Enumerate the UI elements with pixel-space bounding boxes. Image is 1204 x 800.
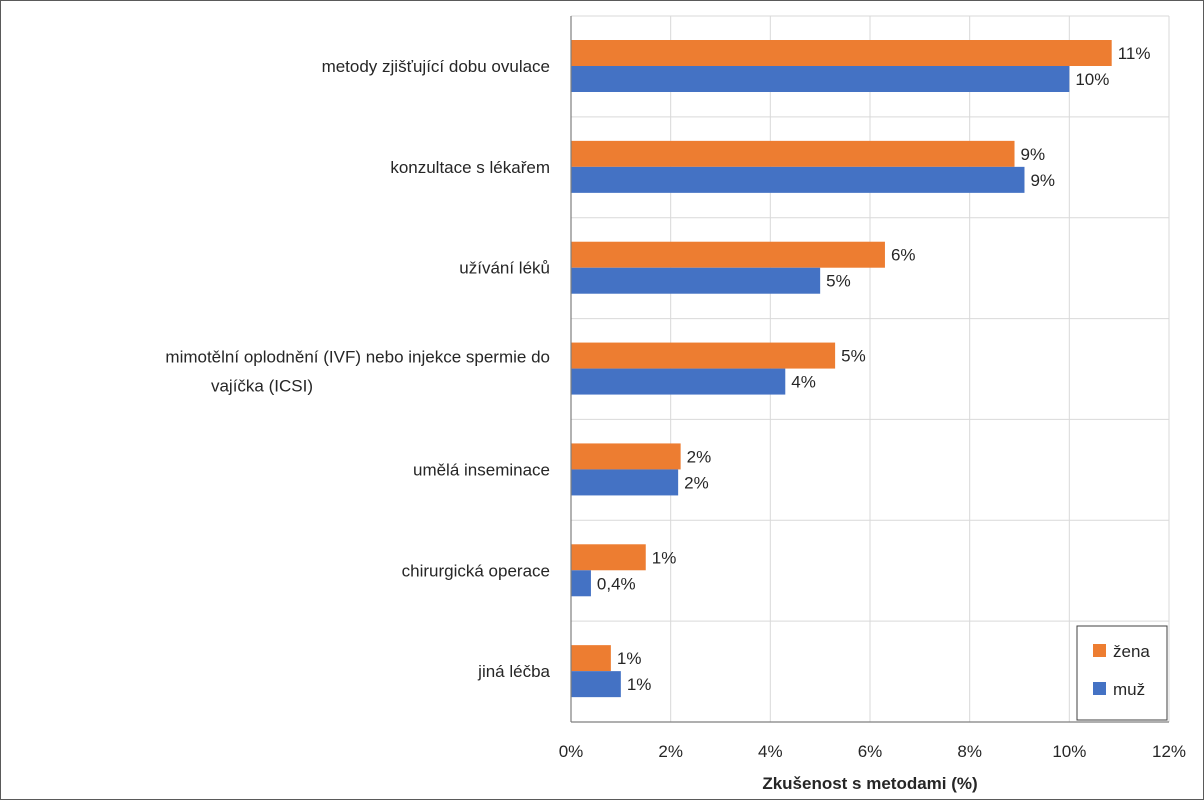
category-label: umělá inseminace [413,460,550,479]
data-label: 2% [684,473,709,492]
bar-zena [571,645,611,672]
category-label: mimotělní oplodnění (IVF) nebo injekce s… [165,348,550,396]
data-label: 11% [1118,44,1151,63]
x-tick-label: 0% [559,742,584,761]
bar-zena [571,342,836,369]
bar-muz [571,469,679,496]
data-label: 5% [841,347,866,366]
data-label: 10% [1075,70,1109,89]
data-label: 9% [1021,145,1046,164]
x-tick-label: 10% [1052,742,1086,761]
bar-muz [571,368,786,395]
data-label: 1% [627,675,652,694]
legend-box [1076,625,1168,721]
x-tick-label: 2% [658,742,683,761]
bar-muz [571,166,1025,193]
category-label: užívání léků [459,259,550,278]
bar-muz [571,671,621,698]
bar-muz [571,267,821,294]
bar-zena [571,544,646,571]
bar-zena [571,241,885,268]
data-label: 4% [791,373,816,392]
category-label: jiná léčba [477,662,550,681]
bar-zena [571,40,1112,66]
legend-label: muž [1113,680,1145,699]
legend-swatch-zena [1093,644,1106,657]
category-label: metody zjišťující dobu ovulace [322,57,550,76]
data-label: 2% [687,447,712,466]
bar-muz [571,570,591,597]
data-label: 6% [891,246,916,265]
category-label: konzultace s lékařem [390,158,550,177]
legend-swatch-muz [1093,682,1106,695]
x-tick-label: 4% [758,742,783,761]
data-label: 9% [1030,171,1055,190]
legend-label: žena [1113,642,1150,661]
data-label: 1% [652,548,677,567]
x-axis-title: Zkušenost s metodami (%) [762,774,977,793]
x-tick-label: 12% [1152,742,1186,761]
x-tick-label: 6% [858,742,883,761]
data-label: 0,4% [597,574,636,593]
x-tick-label: 8% [957,742,982,761]
data-label: 5% [826,272,851,291]
bar-zena [571,140,1015,167]
bar-muz [571,66,1070,92]
bar-zena [571,443,681,470]
category-label: chirurgická operace [402,561,550,580]
data-label: 1% [617,649,642,668]
